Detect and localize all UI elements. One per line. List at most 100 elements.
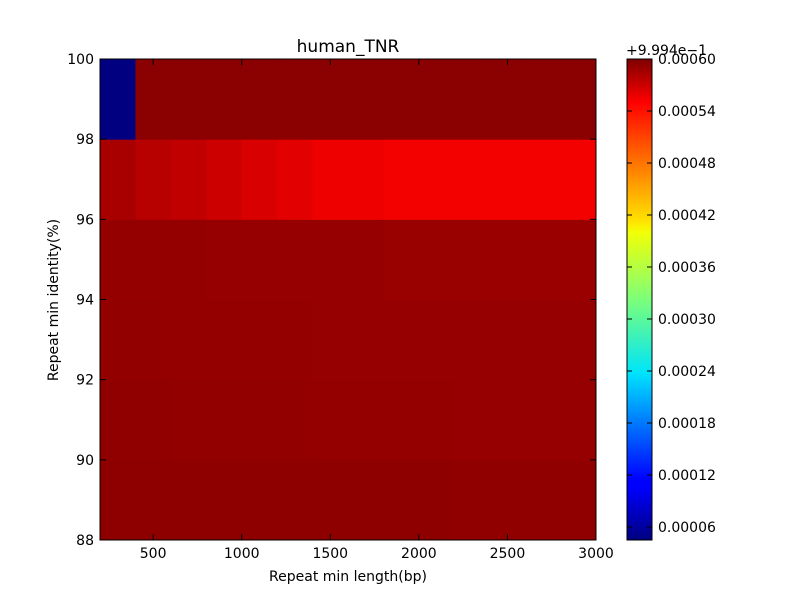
heatmap-cell (560, 59, 597, 140)
heatmap-cell (383, 59, 420, 140)
colorbar-offset-label: +9.994e−1 (626, 43, 707, 59)
colorbar-tick-label: 0.00060 (658, 52, 716, 68)
heatmap-cell (241, 299, 278, 381)
heatmap-cell (560, 379, 597, 461)
heatmap-cell (560, 219, 597, 300)
heatmap-cell (241, 459, 278, 541)
heatmap-cell (418, 219, 455, 300)
heatmap-cell (135, 139, 172, 220)
heatmap-cell (312, 459, 349, 541)
heatmap-cell (383, 459, 420, 541)
heatmap-cell (312, 59, 349, 140)
heatmap-cell (312, 139, 349, 220)
x-tick-label: 1000 (224, 546, 260, 562)
colorbar-tick-label: 0.00042 (658, 208, 716, 224)
heatmap-cell (418, 59, 455, 140)
heatmap-cell (100, 459, 136, 541)
heatmap-cell (489, 59, 526, 140)
colorbar-tick-label: 0.00030 (658, 312, 716, 328)
heatmap-cell (525, 59, 562, 140)
colorbar (626, 58, 653, 541)
heatmap-cell (525, 219, 562, 300)
heatmap-cell (100, 379, 136, 461)
colorbar-tick-label: 0.00018 (658, 416, 716, 432)
heatmap-cell (454, 59, 491, 140)
colorbar-tick-label: 0.00054 (658, 104, 716, 120)
x-axis-ticks: 500 1000 1500 2000 2500 3000 (140, 59, 614, 562)
colorbar-tick-label: 0.00006 (658, 520, 716, 536)
heatmap-cell (348, 139, 384, 220)
heatmap-cell (489, 299, 526, 381)
heatmap-cell (383, 219, 420, 300)
heatmap-cell (170, 459, 207, 541)
heatmap-cell (560, 299, 597, 381)
heatmap-cell (312, 219, 349, 300)
heatmap-cell (489, 459, 526, 541)
x-tick-label: 3000 (578, 546, 614, 562)
heatmap-cell (525, 139, 562, 220)
heatmap-cell (170, 299, 207, 381)
heatmap-cell (312, 299, 349, 381)
heatmap-cell (206, 59, 243, 140)
y-tick-label: 92 (76, 373, 94, 389)
heatmap-cell (277, 219, 314, 300)
heatmap-cell (100, 219, 136, 300)
heatmap-cell (454, 299, 491, 381)
heatmap-cell (525, 459, 562, 541)
y-tick-label: 88 (76, 533, 94, 549)
heatmap-cell (418, 299, 455, 381)
heatmap-cell (135, 219, 172, 300)
heatmap-cell (560, 459, 597, 541)
heatmap-cell (277, 459, 314, 541)
heatmap-cell (383, 379, 420, 461)
heatmap-cell (100, 59, 136, 140)
heatmap-cell (170, 59, 207, 140)
heatmap-cell (241, 219, 278, 300)
heatmap-cell (525, 379, 562, 461)
heatmap-cell (277, 299, 314, 381)
x-tick-label: 2500 (490, 546, 526, 562)
heatmap-cell (135, 379, 172, 461)
heatmap-cell (277, 59, 314, 140)
heatmap-cell (489, 139, 526, 220)
heatmap-cell (525, 299, 562, 381)
heatmap-cell (348, 299, 384, 381)
heatmap-cell (418, 459, 455, 541)
y-tick-label: 96 (76, 212, 94, 228)
heatmap-cell (454, 459, 491, 541)
heatmap-cell (418, 139, 455, 220)
heatmap-cell (454, 379, 491, 461)
heatmap-cell (383, 299, 420, 381)
heatmap-cell (489, 219, 526, 300)
heatmap-cell (348, 459, 384, 541)
chart-title: human_TNR (297, 37, 400, 57)
y-tick-label: 100 (67, 52, 94, 68)
heatmap-cell (170, 139, 207, 220)
heatmap-cell (206, 379, 243, 461)
y-tick-label: 98 (76, 132, 94, 148)
heatmap-cell (383, 139, 420, 220)
colorbar-tick-label: 0.00036 (658, 260, 716, 276)
heatmap-cell (418, 379, 455, 461)
heatmap-cell (454, 139, 491, 220)
heatmap-cell (170, 219, 207, 300)
heatmap-cell (241, 139, 278, 220)
heatmap-cell (135, 299, 172, 381)
x-tick-label: 2000 (401, 546, 437, 562)
heatmap-cell (489, 379, 526, 461)
y-axis-ticks: 88 90 92 94 96 98 100 (67, 52, 596, 549)
heatmap-cell (100, 299, 136, 381)
heatmap-cells (100, 59, 597, 541)
x-tick-label: 1500 (312, 546, 348, 562)
x-tick-label: 500 (140, 546, 167, 562)
heatmap-cell (277, 379, 314, 461)
heatmap-cell (100, 139, 136, 220)
heatmap-cell (206, 459, 243, 541)
colorbar-tick-label: 0.00012 (658, 468, 716, 484)
heatmap-cell (277, 139, 314, 220)
heatmap-cell (560, 139, 597, 220)
colorbar-tick-label: 0.00024 (658, 364, 716, 380)
colorbar-ticks: 0.00006 0.00012 0.00018 0.00024 0.00030 0.000… (627, 52, 716, 536)
heatmap-cell (348, 59, 384, 140)
